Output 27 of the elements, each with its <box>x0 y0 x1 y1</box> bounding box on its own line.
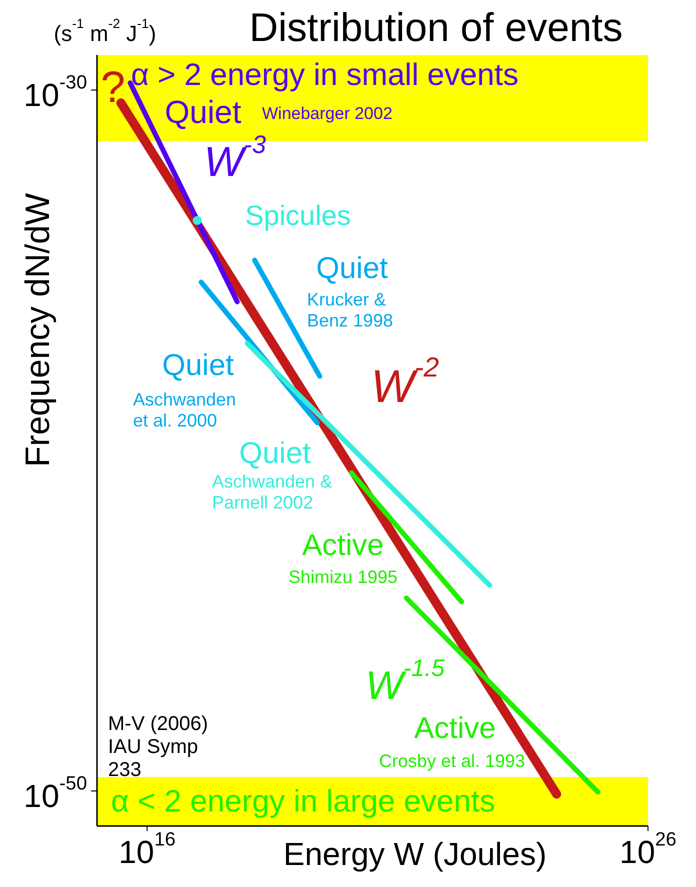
annotation: Aschwanden & Parnell 2002 <box>212 471 332 512</box>
annotation: Aschwanden et al. 2000 <box>133 389 236 430</box>
annotation: Quiet <box>316 252 389 285</box>
annotation: Winebarger 2002 <box>262 104 392 124</box>
y-tick-label: 10$^{-50}$ <box>24 774 87 814</box>
x-axis-title: Energy W (Joules) <box>283 836 547 872</box>
y-axis-title: Frequency dN/dW <box>18 193 57 467</box>
annotation: Krucker & Benz 1998 <box>307 289 394 330</box>
x-tick-label: 10$^{26}$ <box>620 830 676 870</box>
annotation: Active <box>414 712 496 745</box>
annotation: Active <box>302 528 384 562</box>
annotation: W$^{-2}$ <box>371 352 439 412</box>
annotation: ? <box>100 62 126 112</box>
annotation: Spicules <box>245 200 351 232</box>
annotation: W$^{-1.5}$ <box>365 655 446 708</box>
annotation: Crosby et al. 1993 <box>378 750 526 771</box>
chart-title: Distribution of events <box>249 6 623 50</box>
band-label: α > 2 energy in small events <box>131 57 519 92</box>
y-tick-label: 10$^{-30}$ <box>24 72 87 114</box>
annotation: M-V (2006) IAU Symp 233 <box>108 713 208 782</box>
annotation: Quiet <box>162 348 235 382</box>
annotation: Quiet <box>164 94 242 130</box>
x-tick-label: 10$^{16}$ <box>118 830 176 870</box>
annotation: Shimizu 1995 <box>288 566 398 587</box>
annotation: Quiet <box>239 436 312 470</box>
text: (s$^{-1}$ m$^{-2}$ J$^{-1}$) <box>54 16 156 46</box>
band-label: α < 2 energy in large events <box>111 784 496 819</box>
